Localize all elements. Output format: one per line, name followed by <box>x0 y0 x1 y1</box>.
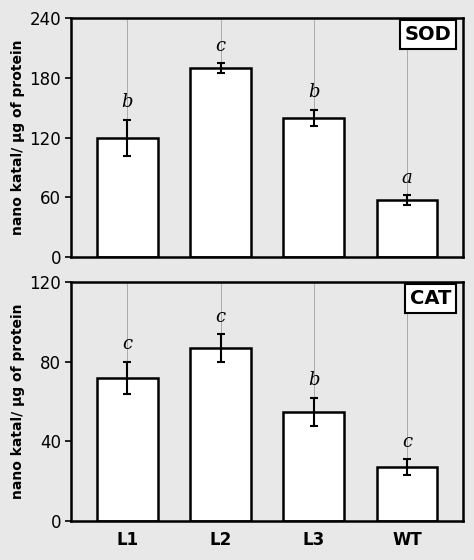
Bar <box>97 378 158 521</box>
Bar <box>283 118 344 257</box>
Text: c: c <box>216 36 226 54</box>
Text: b: b <box>308 83 319 101</box>
Bar <box>190 68 251 257</box>
Text: b: b <box>308 371 319 389</box>
Text: c: c <box>402 433 412 451</box>
Y-axis label: nano katal/ μg of protein: nano katal/ μg of protein <box>11 304 25 500</box>
Bar <box>377 468 437 521</box>
Text: a: a <box>401 169 412 187</box>
Text: b: b <box>122 94 133 111</box>
Text: c: c <box>216 307 226 325</box>
Bar <box>283 412 344 521</box>
Text: CAT: CAT <box>410 290 451 309</box>
Text: SOD: SOD <box>404 25 451 44</box>
Bar <box>190 348 251 521</box>
Bar <box>377 200 437 257</box>
Bar <box>97 138 158 257</box>
Text: c: c <box>122 335 132 353</box>
Y-axis label: nano katal/ μg of protein: nano katal/ μg of protein <box>11 40 25 235</box>
